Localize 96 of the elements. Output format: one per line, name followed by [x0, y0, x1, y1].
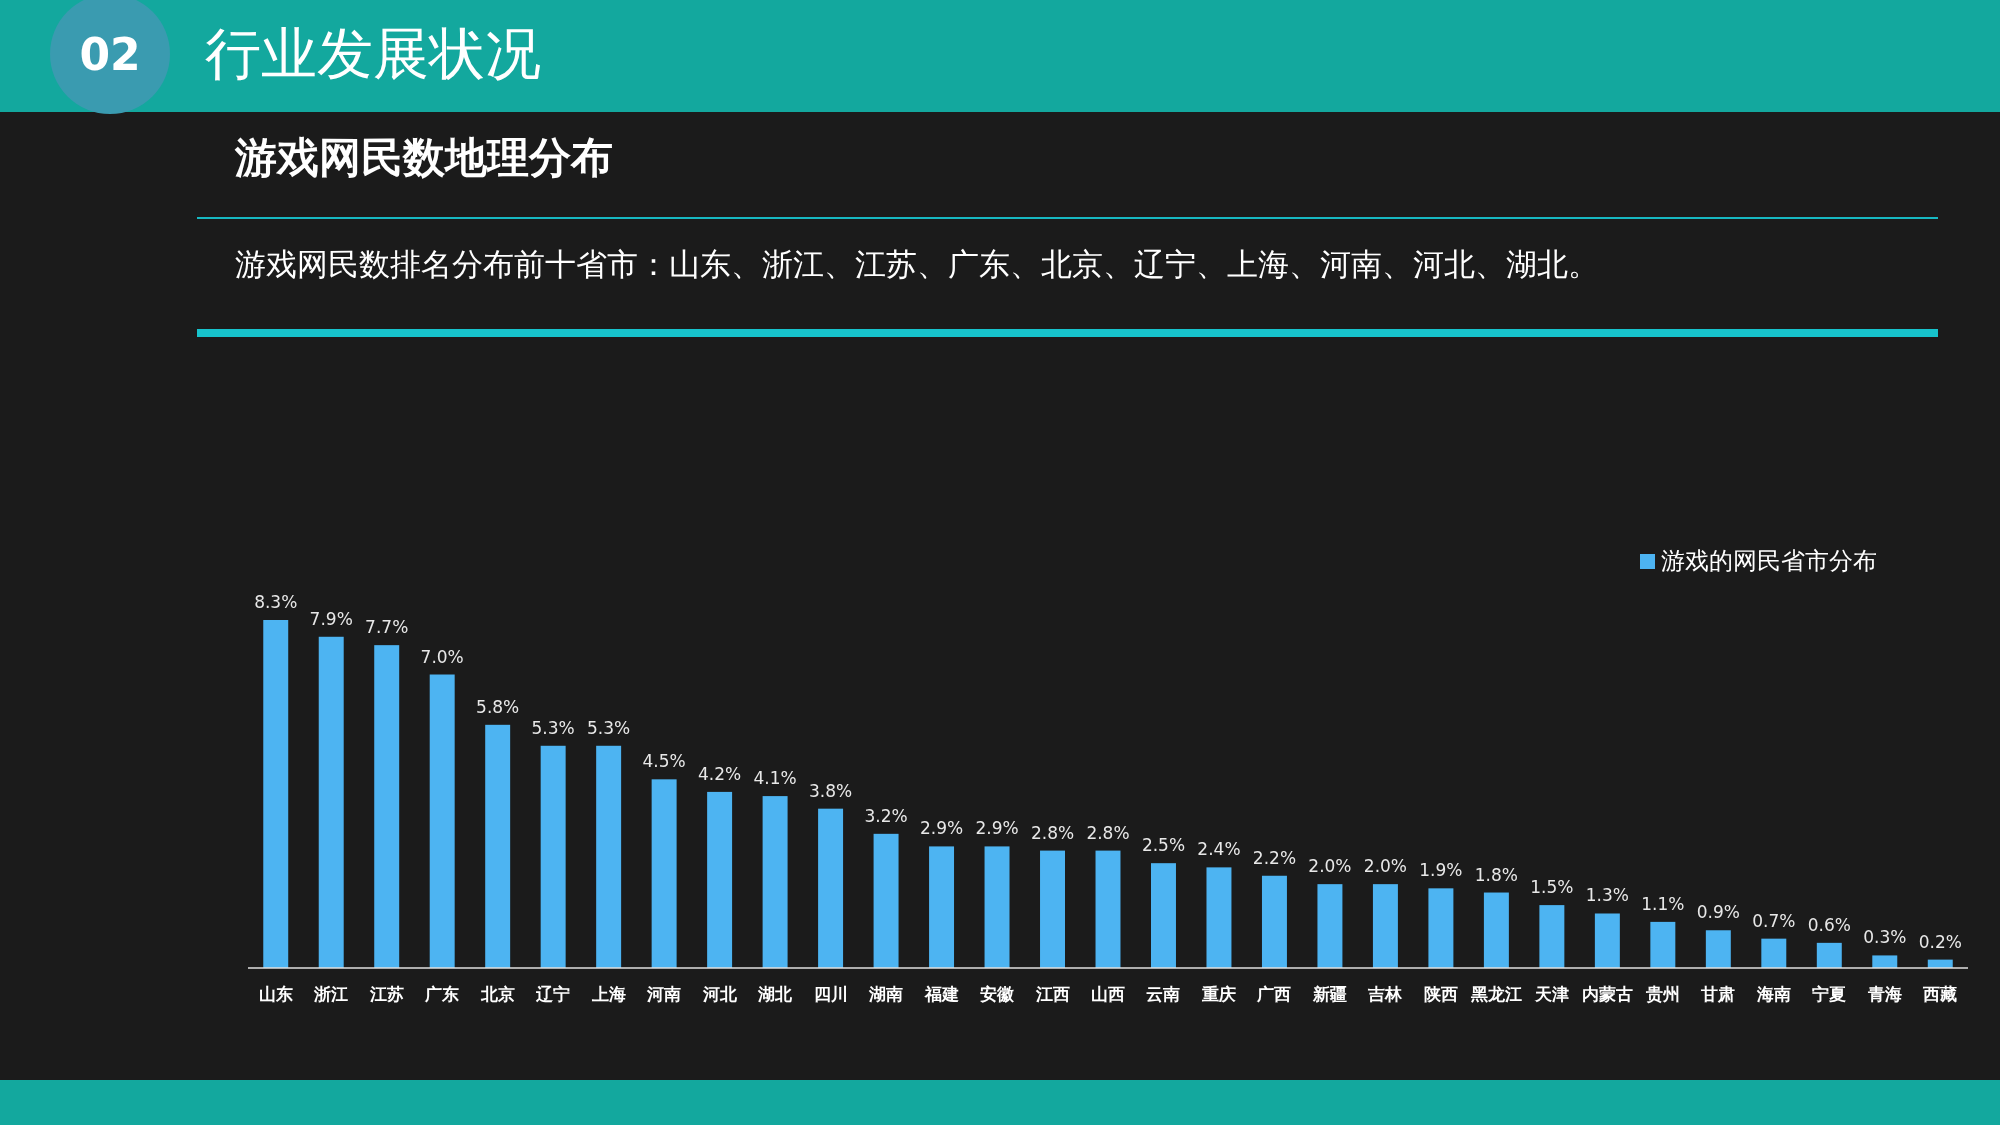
x-tick-label: 天津	[1533, 984, 1569, 1004]
x-tick-label: 重庆	[1200, 984, 1236, 1004]
bar	[1594, 913, 1620, 968]
x-tick-label: 福建	[923, 984, 959, 1004]
bar	[318, 636, 344, 968]
x-tick-label: 宁夏	[1812, 984, 1847, 1004]
bar	[873, 833, 899, 968]
bar	[1539, 905, 1565, 968]
bar	[1705, 930, 1731, 968]
data-label: 2.0%	[1363, 856, 1408, 877]
data-label: 4.1%	[753, 768, 797, 789]
data-label: 1.5%	[1530, 877, 1574, 898]
x-tick-label: 江西	[1034, 984, 1070, 1004]
x-tick-label: 江苏	[368, 984, 404, 1004]
x-tick-label: 云南	[1146, 984, 1181, 1004]
data-label: 2.2%	[1252, 847, 1297, 868]
data-label: 8.3%	[254, 592, 298, 612]
data-label: 5.3%	[587, 717, 631, 738]
bar	[1650, 921, 1676, 968]
data-label: 2.5%	[1141, 835, 1186, 856]
bar	[1040, 850, 1065, 968]
bar	[374, 645, 400, 968]
x-tick-label: 陕西	[1423, 984, 1458, 1004]
data-label: 0.9%	[1696, 902, 1740, 923]
data-label: 7.9%	[309, 608, 353, 629]
bar	[707, 791, 733, 968]
data-label: 1.8%	[1474, 864, 1518, 885]
chart-subtitle: 游戏网民数排名分布前十省市：山东、浙江、江苏、广东、北京、辽宁、上海、河南、河北、湖北。	[235, 246, 1599, 282]
x-tick-label: 河南	[646, 984, 682, 1004]
bar	[818, 808, 844, 968]
bar	[1816, 942, 1842, 968]
data-label: 0.7%	[1752, 910, 1796, 931]
bar	[1761, 938, 1787, 968]
bar	[1261, 875, 1287, 968]
x-tick-label: 湖北	[757, 984, 794, 1004]
x-tick-label: 辽宁	[535, 984, 571, 1004]
data-label: 3.8%	[808, 780, 853, 801]
x-tick-label: 吉林	[1367, 984, 1404, 1004]
x-tick-label: 青海	[1866, 984, 1902, 1004]
data-label: 0.2%	[1918, 931, 1962, 952]
data-label: 2.4%	[1197, 839, 1241, 860]
bar	[651, 779, 677, 968]
data-label: 1.3%	[1585, 885, 1629, 906]
bar	[984, 846, 1010, 968]
bar	[929, 846, 955, 968]
data-label: 1.1%	[1641, 893, 1685, 914]
bar	[485, 724, 511, 968]
data-label: 0.3%	[1863, 927, 1907, 948]
x-tick-label: 浙江	[313, 984, 349, 1004]
x-tick-label: 四川	[813, 984, 848, 1004]
text: 行业发展状况	[205, 21, 541, 86]
x-tick-label: 海南	[1755, 984, 1791, 1004]
data-label: 2.9%	[919, 818, 964, 839]
x-tick-label: 甘肃	[1700, 984, 1736, 1004]
data-label: 2.0%	[1308, 856, 1352, 877]
x-tick-label: 广东	[424, 984, 460, 1004]
data-label: 1.9%	[1419, 860, 1463, 881]
data-label: 3.2%	[864, 805, 908, 826]
data-label: 4.2%	[698, 763, 742, 784]
x-tick-label: 山东	[258, 984, 293, 1004]
data-label: 7.7%	[365, 617, 409, 638]
bar	[1206, 867, 1232, 968]
data-label: 5.3%	[531, 717, 575, 738]
x-tick-label: 西藏	[1922, 984, 1958, 1004]
data-label: 2.9%	[975, 818, 1019, 839]
chart-title: 游戏网民数地理分布	[234, 133, 613, 182]
x-tick-label: 安徽	[980, 984, 1016, 1004]
x-tick-label: 黑龙江	[1469, 984, 1522, 1004]
x-tick-label: 贵州	[1644, 984, 1680, 1004]
bar	[1872, 955, 1898, 968]
data-label: 2.8%	[1030, 822, 1075, 843]
data-label: 0.6%	[1807, 914, 1851, 935]
x-tick-label: 上海	[590, 984, 626, 1004]
bar	[429, 674, 455, 968]
bar	[596, 745, 622, 968]
bar	[263, 620, 289, 968]
bar	[1317, 884, 1343, 968]
x-tick-label: 湖南	[868, 984, 904, 1004]
bar	[1428, 888, 1454, 968]
bar	[1483, 892, 1509, 968]
bar	[1372, 884, 1398, 968]
x-tick-label: 北京	[479, 984, 515, 1004]
bar	[540, 745, 566, 968]
data-label: 4.5%	[642, 751, 686, 772]
data-label: 5.8%	[476, 696, 520, 717]
text: 02	[79, 29, 141, 80]
data-label: 2.8%	[1086, 822, 1130, 843]
x-tick-label: 新疆	[1311, 984, 1347, 1004]
x-tick-label: 山西	[1091, 984, 1125, 1004]
x-tick-label: 河北	[701, 984, 738, 1004]
data-label: 7.0%	[420, 646, 464, 667]
x-tick-label: 广西	[1256, 984, 1292, 1004]
bar	[762, 796, 788, 968]
x-tick-label: 内蒙古	[1581, 984, 1633, 1004]
bar	[1095, 850, 1121, 968]
bar	[1151, 863, 1176, 968]
